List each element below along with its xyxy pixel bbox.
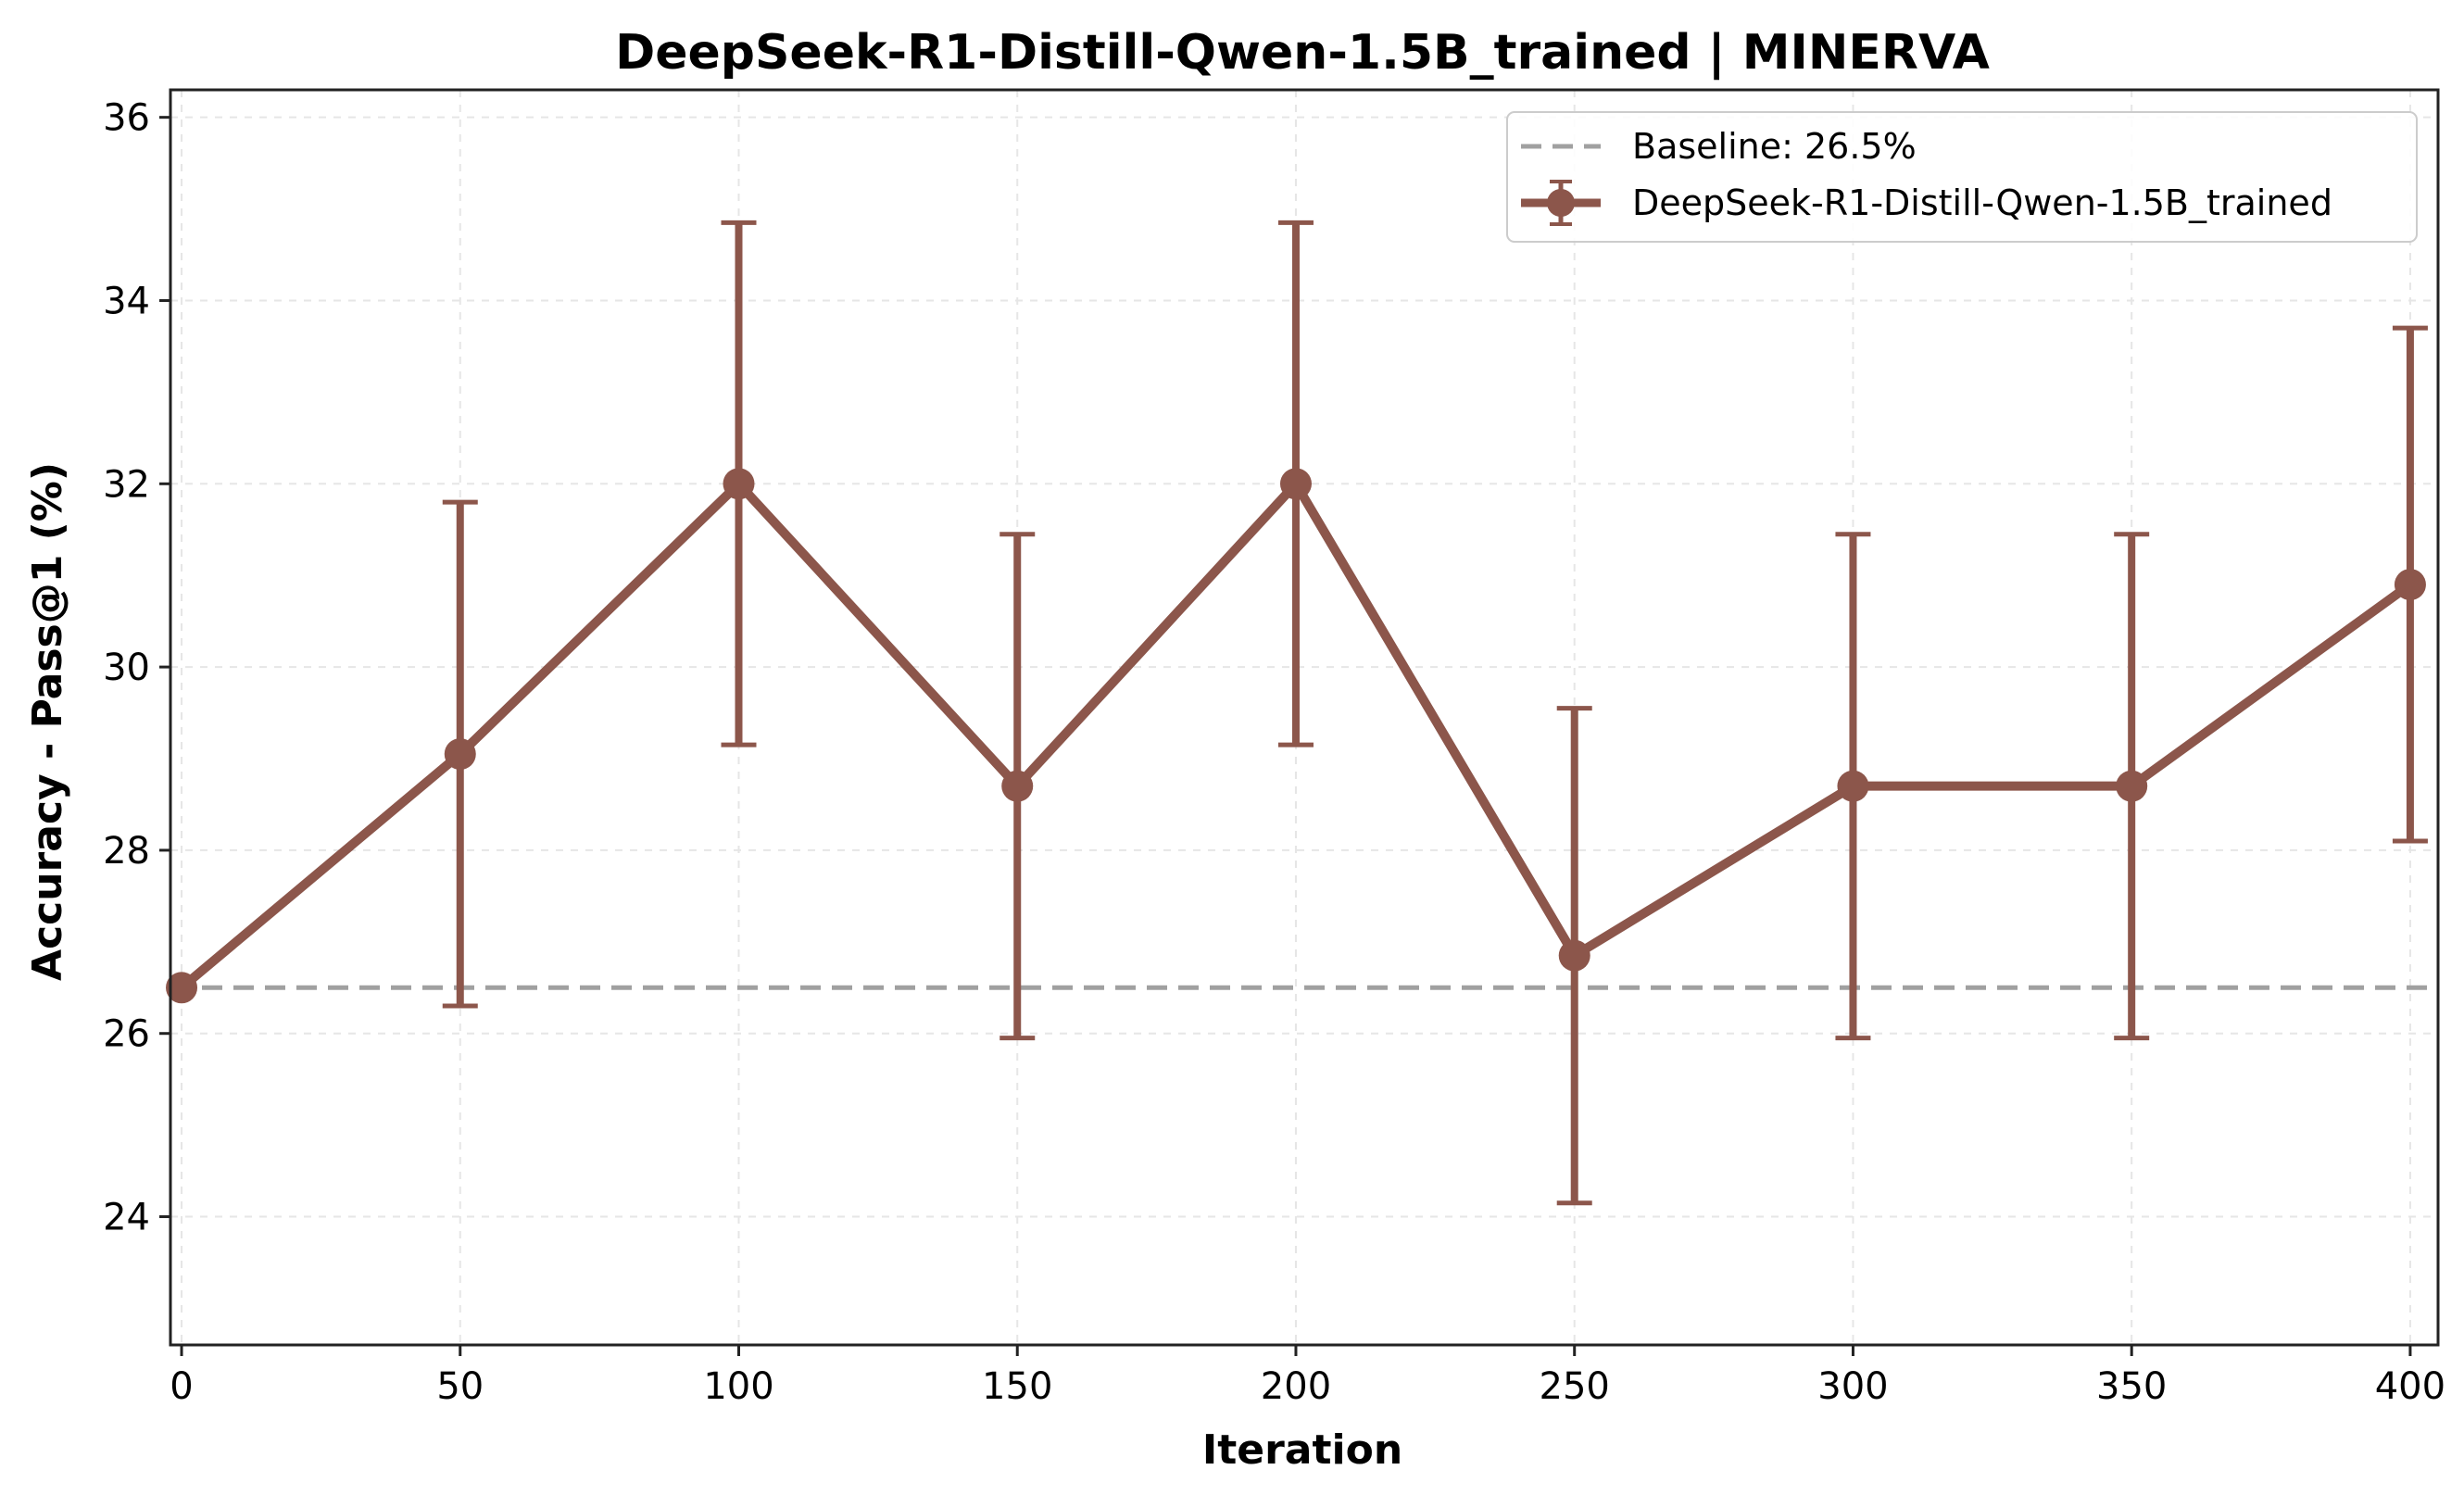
legend-series-label: DeepSeek-R1-Distill-Qwen-1.5B_trained <box>1632 182 2332 223</box>
data-point <box>166 972 198 1004</box>
data-point <box>1001 770 1034 802</box>
data-point <box>444 738 476 771</box>
plot-area-frame <box>169 88 2440 1347</box>
x-tick-label: 50 <box>436 1365 484 1408</box>
y-tick-label: 32 <box>103 463 150 506</box>
legend-series-marker <box>1547 189 1575 217</box>
x-tick-label: 350 <box>2096 1365 2167 1408</box>
x-tick-label: 0 <box>170 1365 193 1408</box>
y-tick-label: 26 <box>103 1013 150 1056</box>
y-tick-label: 30 <box>103 647 150 689</box>
data-point <box>1558 939 1590 972</box>
legend-box <box>1506 111 2418 243</box>
data-point <box>2116 770 2148 802</box>
y-axis-label: Accuracy - Pass@1 (%) <box>24 462 71 981</box>
x-tick-label: 250 <box>1540 1365 1610 1408</box>
data-point <box>2394 569 2426 601</box>
x-tick-label: 400 <box>2375 1365 2445 1408</box>
y-tick-label: 24 <box>103 1197 150 1239</box>
x-axis-label: Iteration <box>1202 1426 1402 1474</box>
y-tick-label: 34 <box>103 280 150 322</box>
x-tick-label: 100 <box>703 1365 773 1408</box>
x-tick-label: 200 <box>1261 1365 1331 1408</box>
y-tick-label: 36 <box>103 97 150 140</box>
y-tick-label: 28 <box>103 830 150 873</box>
legend: Baseline: 26.5% DeepSeek-R1-Distill-Qwen… <box>1506 111 2418 243</box>
chart-title: DeepSeek-R1-Distill-Qwen-1.5B_trained | … <box>615 25 1990 81</box>
series-layer <box>166 220 2428 1206</box>
data-point <box>723 468 755 500</box>
legend-baseline-label: Baseline: 26.5% <box>1632 126 1917 167</box>
axis-ticks: 0 50 100 150 200 250 300 350 400 24 26 28 30 32 34 36 <box>103 97 2445 1408</box>
x-tick-label: 150 <box>982 1365 1052 1408</box>
data-point <box>1279 468 1312 500</box>
x-tick-label: 300 <box>1817 1365 1888 1408</box>
data-point <box>1837 770 1869 802</box>
